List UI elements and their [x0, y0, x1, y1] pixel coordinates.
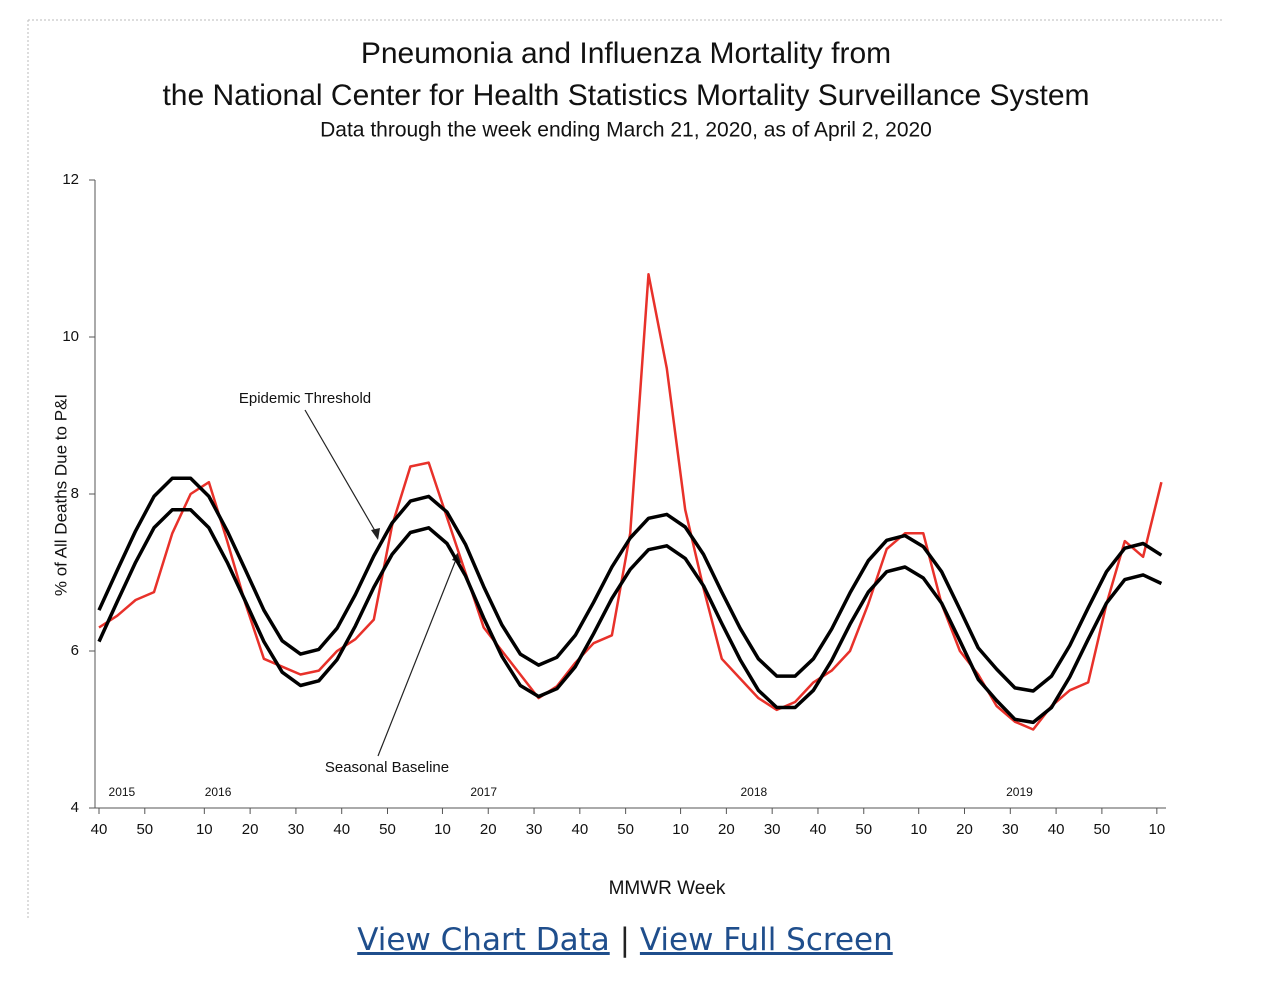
x-tick-label: 30 — [288, 821, 305, 838]
annotation: Seasonal Baseline — [325, 759, 449, 776]
x-tick-label: 10 — [672, 821, 689, 838]
x-tick-label: 40 — [333, 821, 350, 838]
series-line — [97, 476, 1163, 693]
chart-title: Pneumonia and Influenza Mortality from — [361, 37, 891, 70]
x-tick-label: 50 — [379, 821, 396, 838]
x-tick-label: 40 — [810, 821, 827, 838]
y-tick-label: 4 — [71, 799, 79, 816]
x-tick-label: 10 — [434, 821, 451, 838]
separator: | — [619, 922, 631, 958]
chart-subtitle: Data through the week ending March 21, 2… — [320, 119, 932, 142]
x-tick-label: 10 — [1148, 821, 1165, 838]
y-tick-label: 12 — [62, 171, 79, 188]
chart: Pneumonia and Influenza Mortality from t… — [27, 19, 1222, 918]
x-tick-label: 50 — [1094, 821, 1111, 838]
chart-title: the National Center for Health Statistic… — [162, 79, 1089, 112]
year-label: 2016 — [205, 785, 232, 799]
x-axis-label: MMWR Week — [609, 878, 726, 899]
year-label: 2015 — [109, 785, 136, 799]
series-line — [98, 272, 1163, 731]
x-tick-label: 50 — [617, 821, 634, 838]
x-tick-label: 50 — [136, 821, 153, 838]
x-tick-label: 20 — [242, 821, 259, 838]
view-chart-data-link[interactable]: View Chart Data — [357, 922, 610, 958]
y-tick-label: 10 — [62, 328, 79, 345]
y-axis-label: % of All Deaths Due to P&I — [51, 394, 70, 596]
x-tick-label: 40 — [91, 821, 108, 838]
year-label: 2018 — [741, 785, 768, 799]
annotation-arrow — [377, 556, 458, 757]
y-tick-label: 6 — [71, 642, 79, 659]
x-tick-label: 20 — [718, 821, 735, 838]
x-tick-label: 50 — [855, 821, 872, 838]
x-tick-label: 30 — [764, 821, 781, 838]
x-tick-label: 20 — [480, 821, 497, 838]
x-tick-label: 20 — [956, 821, 973, 838]
x-tick-label: 30 — [1002, 821, 1019, 838]
view-full-screen-link[interactable]: View Full Screen — [639, 922, 893, 958]
year-label: 2019 — [1006, 785, 1033, 799]
x-tick-label: 40 — [1048, 821, 1065, 838]
annotation-arrow — [304, 409, 379, 537]
y-tick-label: 8 — [71, 485, 79, 502]
x-tick-label: 30 — [526, 821, 543, 838]
x-tick-label: 10 — [196, 821, 213, 838]
links: View Chart Data | View Full Screen — [0, 922, 1250, 958]
year-label: 2017 — [470, 785, 497, 799]
series-line — [97, 507, 1163, 725]
x-tick-label: 10 — [910, 821, 927, 838]
annotation: Epidemic Threshold — [239, 390, 371, 407]
arrow-head — [371, 528, 380, 540]
x-tick-label: 40 — [571, 821, 588, 838]
